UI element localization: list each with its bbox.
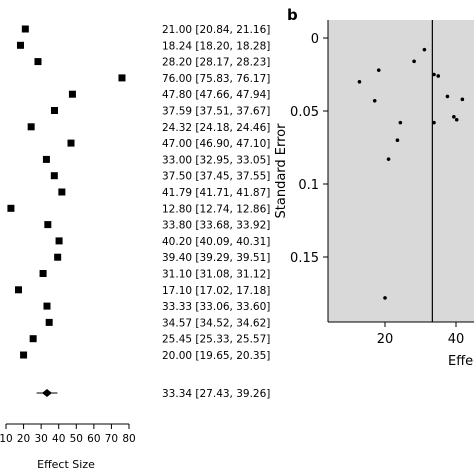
study-label: 18.24 [18.20, 18.28]	[162, 40, 270, 52]
study-point	[34, 58, 42, 66]
data-point	[372, 98, 377, 103]
data-point	[432, 120, 436, 125]
funnel-y-tick-label: 0.15	[290, 251, 319, 266]
study-point	[29, 335, 37, 343]
forest-plot: 21.00 [20.84, 21.16] 18.24 [18.20, 18.28]…	[0, 24, 270, 471]
forest-x-tick-label: 80	[122, 433, 135, 445]
study-point	[58, 188, 66, 196]
study-label: 47.00 [46.90, 47.10]	[162, 138, 270, 150]
data-point	[395, 138, 400, 142]
study-label: 37.50 [37.45, 37.55]	[162, 171, 270, 183]
data-point	[422, 47, 427, 52]
study-label: 47.80 [47.66, 47.94]	[162, 89, 270, 101]
study-point	[16, 41, 24, 49]
forest-x-tick-label: 50	[70, 433, 83, 445]
study-point	[21, 25, 29, 33]
data-point	[386, 157, 391, 161]
study-point	[39, 270, 47, 277]
study-label: 39.40 [39.29, 39.51]	[162, 252, 270, 264]
data-point	[398, 120, 403, 125]
study-label: 25.45 [25.33, 25.57]	[162, 334, 270, 346]
forest-x-tick-label: 70	[105, 433, 118, 445]
data-point	[432, 72, 436, 77]
study-label: 33.80 [33.68, 33.92]	[162, 220, 270, 232]
data-point	[452, 115, 456, 119]
study-label: 21.00 [20.84, 21.16]	[162, 24, 270, 36]
study-point	[54, 253, 62, 261]
study-label: 34.57 [34.52, 34.62]	[162, 317, 270, 329]
study-point	[67, 139, 75, 147]
funnel-y-axis-label: Standard Error	[274, 123, 289, 219]
data-point	[383, 296, 387, 300]
forest-x-tick-label: 30	[34, 433, 47, 445]
summary-diamond	[42, 389, 53, 397]
study-point	[42, 155, 50, 163]
study-label: 31.10 [31.08, 31.12]	[162, 269, 270, 281]
data-point	[412, 59, 416, 64]
data-point	[376, 68, 381, 72]
study-point	[20, 351, 28, 359]
study-point	[50, 172, 58, 180]
panel-label: b	[287, 6, 298, 24]
study-label: 24.32 [24.18, 24.46]	[162, 122, 270, 134]
study-point	[14, 286, 22, 294]
study-label: 33.00 [32.95, 33.05]	[162, 154, 270, 166]
study-point	[27, 123, 35, 131]
study-point	[68, 90, 76, 98]
funnel-x-axis-label: Effect	[448, 354, 474, 369]
study-label: 76.00 [75.83, 76.17]	[162, 73, 270, 85]
study-label: 17.10 [17.02, 17.18]	[162, 285, 270, 297]
study-point	[45, 318, 53, 326]
data-point	[436, 74, 441, 78]
forest-x-axis-label: Effect Size	[37, 458, 95, 471]
forest-x-tick-label: 60	[87, 433, 100, 445]
data-point	[445, 94, 450, 99]
forest-x-tick-label: 40	[52, 433, 65, 445]
study-point	[7, 204, 15, 212]
study-point	[118, 74, 126, 82]
study-label: 12.80 [12.74, 12.86]	[162, 203, 270, 215]
study-point	[43, 302, 51, 310]
study-point	[50, 107, 58, 114]
funnel-x-tick-label: 40	[448, 332, 465, 347]
funnel-y-tick-label: 0.05	[290, 105, 319, 120]
study-label: 33.33 [33.06, 33.60]	[162, 301, 270, 313]
funnel-plot-area	[328, 20, 474, 322]
forest-x-tick-label: 20	[17, 433, 30, 445]
study-label: 40.20 [40.09, 40.31]	[162, 236, 270, 248]
study-label: 41.79 [41.71, 41.87]	[162, 187, 270, 199]
study-point	[55, 237, 63, 245]
study-label: 20.00 [19.65, 20.35]	[162, 350, 270, 362]
forest-x-tick-label: 10	[0, 433, 13, 445]
data-point	[357, 80, 362, 84]
funnel-y-tick-label: 0.1	[298, 178, 319, 193]
summary-label: 33.34 [27.43, 39.26]	[162, 388, 270, 400]
funnel-y-tick-label: 0	[311, 32, 319, 47]
study-label: 28.20 [28.17, 28.23]	[162, 57, 270, 69]
funnel-x-tick-label: 20	[377, 332, 394, 347]
study-point	[44, 221, 52, 229]
funnel-plot: b0 0.05 0.1 0.15 Standard Error 20 40 Effect	[274, 6, 474, 369]
data-point	[454, 117, 459, 122]
study-label: 37.59 [37.51, 37.67]	[162, 106, 270, 118]
data-point	[460, 97, 465, 102]
